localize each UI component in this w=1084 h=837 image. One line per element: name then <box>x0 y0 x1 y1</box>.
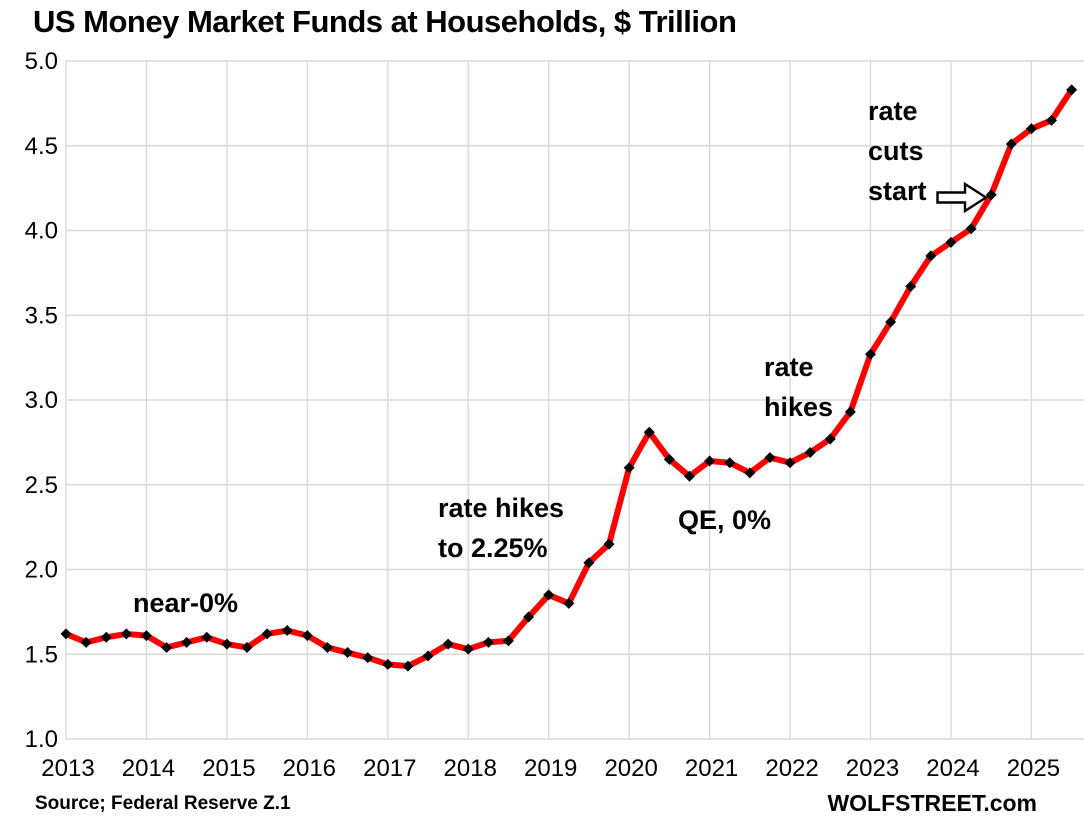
data-point-marker <box>543 589 555 601</box>
data-point-marker <box>80 636 92 648</box>
data-point-marker <box>885 316 897 328</box>
annotation-near-0pct: near-0% <box>133 588 239 618</box>
data-point-marker <box>342 647 354 659</box>
data-point-marker <box>161 641 173 653</box>
y-tick-label: 3.5 <box>25 302 58 329</box>
data-point-marker <box>523 611 535 623</box>
data-point-marker <box>844 406 856 418</box>
data-point-marker <box>120 628 132 640</box>
data-point-marker <box>683 470 695 482</box>
x-tick-label: 2022 <box>765 755 818 782</box>
data-point-marker <box>905 280 917 292</box>
data-point-marker <box>724 457 736 469</box>
data-point-marker <box>321 641 333 653</box>
data-point-marker <box>784 457 796 469</box>
source-note: Source; Federal Reserve Z.1 <box>35 793 291 814</box>
data-point-marker <box>623 462 635 474</box>
data-point-marker <box>965 223 977 235</box>
data-point-marker <box>824 433 836 445</box>
data-point-marker <box>663 453 675 465</box>
x-tick-label: 2024 <box>926 755 979 782</box>
data-point-marker <box>583 557 595 569</box>
data-point-marker <box>744 467 756 479</box>
data-point-marker <box>362 652 374 664</box>
data-point-marker <box>462 643 474 655</box>
y-tick-label: 1.5 <box>25 641 58 668</box>
x-tick-label: 2014 <box>122 755 175 782</box>
x-tick-label: 2023 <box>846 755 899 782</box>
data-point-marker <box>1066 84 1078 96</box>
data-point-marker <box>281 625 293 637</box>
data-point-marker <box>985 189 997 201</box>
x-tick-label: 2025 <box>1007 755 1060 782</box>
x-tick-label: 2018 <box>444 755 497 782</box>
y-tick-label: 1.0 <box>25 726 58 753</box>
y-tick-label: 2.0 <box>25 557 58 584</box>
y-tick-label: 2.5 <box>25 472 58 499</box>
brand-watermark: WOLFSTREET.com <box>827 790 1037 816</box>
data-point-marker <box>100 631 112 643</box>
x-tick-label: 2016 <box>283 755 336 782</box>
data-point-marker <box>945 236 957 248</box>
chart-title: US Money Market Funds at Households, $ T… <box>33 4 737 39</box>
data-point-marker <box>201 631 213 643</box>
annotation-qe-0pct: QE, 0% <box>678 505 772 535</box>
data-point-marker <box>241 641 253 653</box>
data-point-marker <box>563 597 575 609</box>
y-tick-label: 4.5 <box>25 133 58 160</box>
y-tick-label: 3.0 <box>25 387 58 414</box>
data-point-marker <box>643 426 655 438</box>
data-point-marker <box>704 455 716 467</box>
x-tick-label: 2019 <box>524 755 577 782</box>
annotation-rate-hikes: rate hikes <box>764 352 834 422</box>
data-point-marker <box>1046 114 1058 126</box>
data-point-marker <box>1005 138 1017 150</box>
x-tick-label: 2020 <box>604 755 657 782</box>
data-point-marker <box>422 650 434 662</box>
data-point-marker <box>382 658 394 670</box>
x-tick-label: 2017 <box>363 755 416 782</box>
right-arrow-icon <box>936 182 988 213</box>
data-point-marker <box>865 348 876 360</box>
data-point-marker <box>502 635 514 647</box>
data-point-marker <box>181 636 193 648</box>
data-point-marker <box>603 538 615 550</box>
data-point-marker <box>442 638 454 650</box>
y-tick-label: 5.0 <box>25 48 58 75</box>
data-point-marker <box>261 628 273 640</box>
y-tick-label: 4.0 <box>25 218 58 245</box>
data-point-marker <box>140 630 152 642</box>
data-point-marker <box>1025 123 1037 135</box>
data-point-marker <box>482 636 494 648</box>
x-tick-label: 2015 <box>202 755 255 782</box>
data-point-marker <box>221 638 233 650</box>
x-tick-label: 2013 <box>41 755 94 782</box>
data-point-marker <box>301 630 313 642</box>
annotation-rate-cuts-start: rate cuts start <box>868 96 927 206</box>
data-point-marker <box>764 452 776 464</box>
data-point-marker <box>925 250 937 262</box>
data-point-marker <box>402 660 414 672</box>
x-tick-label: 2021 <box>685 755 738 782</box>
data-point-marker <box>60 628 72 640</box>
annotation-rate-hikes-2-25pct: rate hikes to 2.25% <box>438 493 565 563</box>
data-point-marker <box>804 447 816 459</box>
